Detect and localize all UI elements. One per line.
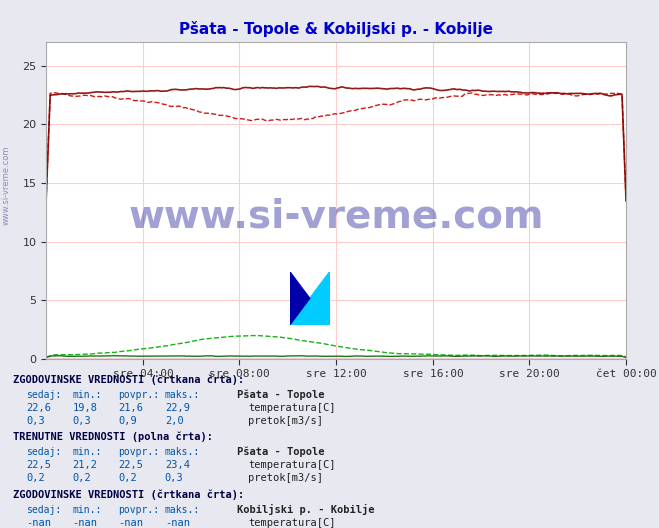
- Text: sedaj:: sedaj:: [26, 505, 61, 515]
- Text: 0,9: 0,9: [119, 416, 137, 426]
- Text: min.:: min.:: [72, 447, 102, 457]
- Text: temperatura[C]: temperatura[C]: [248, 460, 336, 470]
- Text: maks.:: maks.:: [165, 447, 200, 457]
- Text: min.:: min.:: [72, 390, 102, 400]
- Text: min.:: min.:: [72, 505, 102, 515]
- Text: ZGODOVINSKE VREDNOSTI (črtkana črta):: ZGODOVINSKE VREDNOSTI (črtkana črta):: [13, 489, 244, 500]
- Text: Pšata - Topole: Pšata - Topole: [237, 446, 325, 457]
- Text: sedaj:: sedaj:: [26, 390, 61, 400]
- Text: TRENUTNE VREDNOSTI (polna črta):: TRENUTNE VREDNOSTI (polna črta):: [13, 431, 213, 442]
- Text: maks.:: maks.:: [165, 390, 200, 400]
- Text: -nan: -nan: [72, 518, 98, 528]
- Text: 21,2: 21,2: [72, 460, 98, 470]
- Text: temperatura[C]: temperatura[C]: [248, 403, 336, 413]
- Text: povpr.:: povpr.:: [119, 447, 159, 457]
- Text: 22,9: 22,9: [165, 403, 190, 413]
- Text: www.si-vreme.com: www.si-vreme.com: [2, 145, 11, 224]
- Text: povpr.:: povpr.:: [119, 505, 159, 515]
- Text: pretok[m3/s]: pretok[m3/s]: [248, 416, 324, 426]
- Text: 0,2: 0,2: [119, 473, 137, 483]
- Text: temperatura[C]: temperatura[C]: [248, 518, 336, 528]
- Text: -nan: -nan: [119, 518, 144, 528]
- Text: -nan: -nan: [165, 518, 190, 528]
- Text: Pšata - Topole: Pšata - Topole: [237, 389, 325, 400]
- Text: 19,8: 19,8: [72, 403, 98, 413]
- Text: 0,3: 0,3: [165, 473, 183, 483]
- Text: 0,2: 0,2: [26, 473, 45, 483]
- Polygon shape: [290, 272, 310, 325]
- Text: www.si-vreme.com: www.si-vreme.com: [129, 197, 544, 235]
- Text: maks.:: maks.:: [165, 505, 200, 515]
- Text: 22,5: 22,5: [26, 460, 51, 470]
- Text: 0,2: 0,2: [72, 473, 91, 483]
- Text: 21,6: 21,6: [119, 403, 144, 413]
- Polygon shape: [290, 272, 330, 325]
- Text: -nan: -nan: [26, 518, 51, 528]
- Title: Pšata - Topole & Kobiljski p. - Kobilje: Pšata - Topole & Kobiljski p. - Kobilje: [179, 21, 493, 37]
- Text: 0,3: 0,3: [26, 416, 45, 426]
- Text: sedaj:: sedaj:: [26, 447, 61, 457]
- Text: pretok[m3/s]: pretok[m3/s]: [248, 473, 324, 483]
- Text: povpr.:: povpr.:: [119, 390, 159, 400]
- Text: Kobiljski p. - Kobilje: Kobiljski p. - Kobilje: [237, 504, 375, 515]
- Text: 22,6: 22,6: [26, 403, 51, 413]
- Text: 0,3: 0,3: [72, 416, 91, 426]
- Text: ZGODOVINSKE VREDNOSTI (črtkana črta):: ZGODOVINSKE VREDNOSTI (črtkana črta):: [13, 374, 244, 385]
- Text: 23,4: 23,4: [165, 460, 190, 470]
- Text: 2,0: 2,0: [165, 416, 183, 426]
- Text: 22,5: 22,5: [119, 460, 144, 470]
